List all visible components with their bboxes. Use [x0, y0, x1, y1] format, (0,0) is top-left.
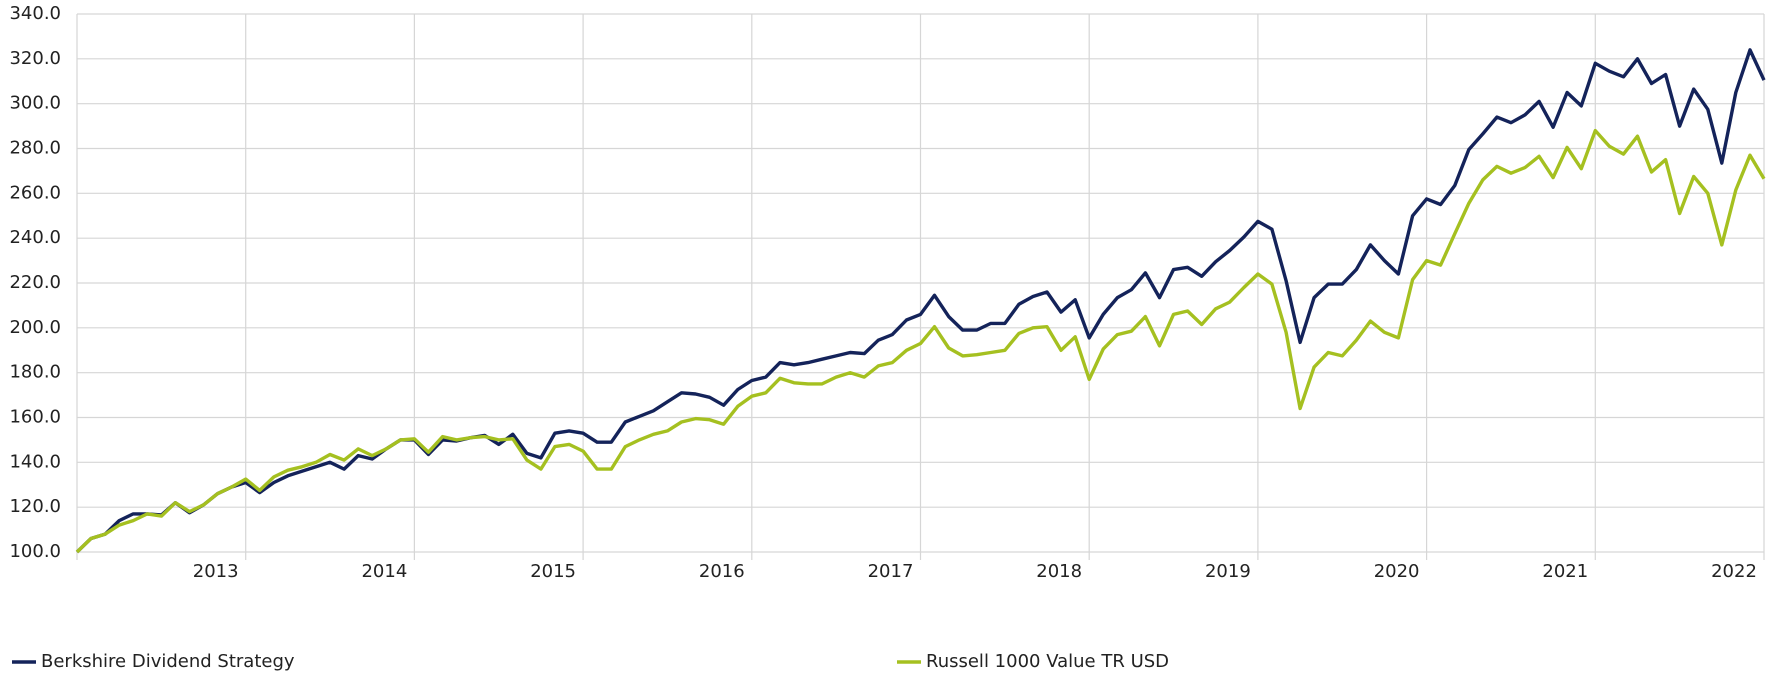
y-tick-label: 100.0	[9, 541, 61, 562]
y-tick-label: 300.0	[9, 93, 61, 114]
legend-label: Russell 1000 Value TR USD	[926, 651, 1169, 672]
legend-label: Berkshire Dividend Strategy	[41, 651, 295, 672]
x-tick-label: 2016	[699, 561, 745, 582]
x-tick-label: 2018	[1036, 561, 1082, 582]
x-tick-label: 2019	[1205, 561, 1251, 582]
y-tick-label: 160.0	[9, 407, 61, 428]
y-tick-label: 180.0	[9, 362, 61, 383]
y-tick-label: 200.0	[9, 317, 61, 338]
y-tick-label: 320.0	[9, 48, 61, 69]
y-tick-label: 140.0	[9, 451, 61, 472]
x-tick-label: 2014	[361, 561, 407, 582]
y-tick-label: 340.0	[9, 3, 61, 24]
y-tick-label: 220.0	[9, 272, 61, 293]
x-tick-label: 2021	[1542, 561, 1588, 582]
x-tick-label: 2017	[868, 561, 914, 582]
series-line	[75, 128, 1766, 554]
y-tick-label: 120.0	[9, 496, 61, 517]
x-tick-label: 2013	[193, 561, 239, 582]
x-tick-label: 2020	[1374, 561, 1420, 582]
y-tick-label: 240.0	[9, 227, 61, 248]
x-tick-label: 2015	[530, 561, 576, 582]
y-tick-label: 260.0	[9, 182, 61, 203]
y-tick-label: 280.0	[9, 138, 61, 159]
x-tick-label: 2022	[1711, 561, 1757, 582]
series-line	[75, 48, 1766, 554]
